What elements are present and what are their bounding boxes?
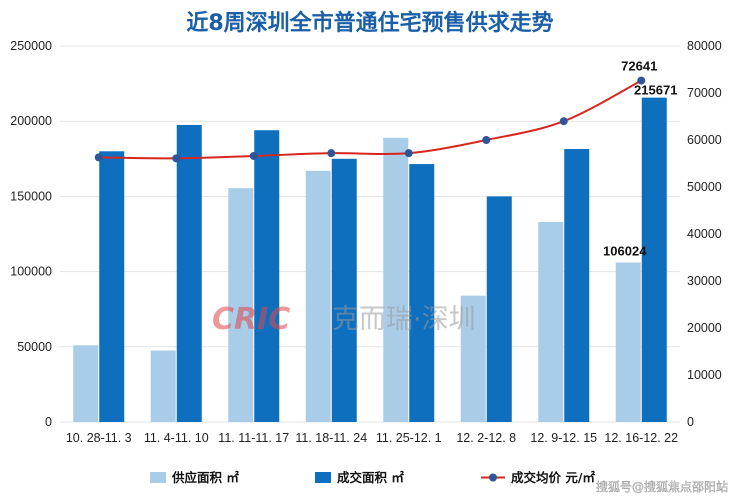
- price-point: [172, 154, 181, 163]
- right-tick-label: 50000: [687, 180, 722, 194]
- legend: 供应面积 ㎡ 成交面积 ㎡ 成交均价 元/㎡: [150, 470, 595, 485]
- right-tick-label: 80000: [687, 39, 722, 53]
- deal-bar: [254, 130, 280, 422]
- left-tick-label: 250000: [10, 39, 52, 53]
- x-tick-label: 11. 18-11. 24: [295, 431, 367, 445]
- price-point: [404, 149, 413, 158]
- data-label: 72641: [621, 59, 657, 74]
- supply-bar: [305, 170, 331, 422]
- supply-bar: [228, 188, 254, 422]
- price-point: [327, 149, 336, 158]
- deal-bar: [176, 124, 202, 423]
- x-tick-label: 12. 2-12. 8: [456, 431, 516, 445]
- legend-supply-label: 供应面积 ㎡: [171, 470, 239, 485]
- x-tick-label: 10. 28-11. 3: [66, 431, 132, 445]
- left-tick-label: 100000: [10, 265, 52, 279]
- price-point: [94, 153, 103, 162]
- supply-bar: [615, 262, 641, 422]
- supply-bar: [73, 345, 99, 422]
- left-tick-label: 0: [45, 415, 52, 429]
- supply-bar: [150, 350, 176, 422]
- right-tick-label: 40000: [687, 227, 722, 241]
- price-point: [249, 151, 258, 160]
- left-tick-label: 150000: [10, 189, 52, 203]
- watermark-logo: CRIC: [212, 302, 290, 337]
- x-tick-label: 11. 25-12. 1: [376, 431, 442, 445]
- watermark-text: 克而瑞·深圳: [332, 304, 476, 335]
- right-axis-ticks: 0 10000 20000 30000 40000 50000 60000 70000 8000…: [687, 39, 722, 429]
- price-point: [637, 76, 646, 85]
- right-tick-label: 0: [687, 415, 694, 429]
- x-tick-label: 12. 16-12. 22: [604, 431, 678, 445]
- x-axis-ticks: 10. 28-11. 3 11. 4-11. 10 11. 11-11. 17 11.…: [66, 431, 678, 445]
- watermark: CRIC 克而瑞·深圳: [212, 302, 476, 337]
- legend-price-label: 成交均价 元/㎡: [511, 470, 595, 485]
- supply-bar: [538, 221, 564, 422]
- right-tick-label: 20000: [687, 321, 722, 335]
- price-point: [559, 117, 568, 126]
- legend-deal-swatch: [315, 472, 331, 483]
- supply-bar: [383, 137, 409, 422]
- price-point: [482, 136, 491, 144]
- data-label: 106024: [603, 244, 647, 259]
- right-tick-label: 60000: [687, 133, 722, 147]
- right-tick-label: 30000: [687, 274, 722, 288]
- chart-title: 近8周深圳全市普通住宅预售供求走势: [186, 10, 553, 36]
- left-tick-label: 50000: [17, 340, 52, 354]
- deal-bar: [564, 149, 590, 423]
- price-line: [94, 76, 646, 163]
- credit-text: 搜狐号@搜狐焦点邵阳站: [596, 479, 728, 494]
- supply-bar: [460, 295, 486, 422]
- deal-bar: [99, 151, 125, 422]
- deal-bar: [409, 164, 435, 422]
- x-tick-label: 11. 11-11. 17: [218, 431, 289, 445]
- left-tick-label: 200000: [10, 114, 52, 128]
- data-labels: 106024 215671 72641: [603, 59, 677, 259]
- left-axis-ticks: 0 50000 100000 150000 200000 250000: [10, 39, 52, 429]
- deal-bar: [331, 158, 357, 423]
- right-tick-label: 70000: [687, 86, 722, 100]
- legend-supply-swatch: [150, 472, 166, 483]
- x-tick-label: 12. 9-12. 15: [530, 431, 597, 445]
- data-label: 215671: [634, 83, 677, 98]
- legend-price-marker: [489, 473, 497, 482]
- deal-bar: [641, 97, 667, 423]
- deal-bar: [486, 196, 512, 422]
- x-tick-label: 11. 4-11. 10: [144, 431, 209, 445]
- bars: [73, 97, 667, 423]
- right-tick-label: 10000: [687, 368, 722, 382]
- legend-deal-label: 成交面积 ㎡: [337, 470, 404, 485]
